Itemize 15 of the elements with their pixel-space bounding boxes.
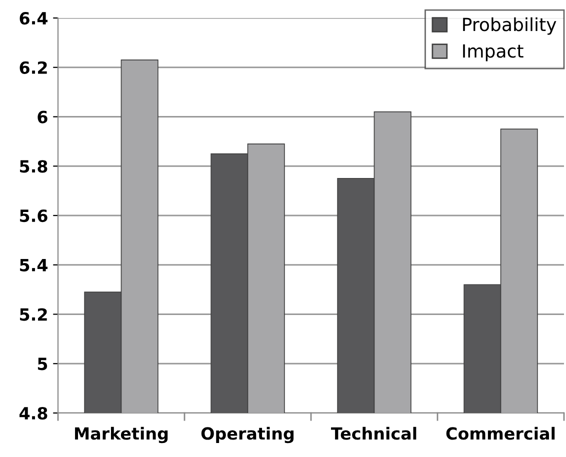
legend-label: Probability xyxy=(463,17,556,35)
legend-label: Impact xyxy=(463,44,524,62)
y-tick-label: 5.8 xyxy=(20,160,48,173)
y-tick-label: 5.4 xyxy=(20,259,48,272)
y-tick-label: 4.8 xyxy=(20,406,48,420)
x-tick-label: Commercial xyxy=(446,426,555,440)
y-tick-label: 6.4 xyxy=(20,12,48,25)
y-tick-label: 5.2 xyxy=(20,308,47,321)
x-tick-label: Marketing xyxy=(75,426,168,444)
y-tick-label: 6 xyxy=(38,110,48,124)
y-tick-label: 6.2 xyxy=(20,61,47,74)
x-tick-label: Technical xyxy=(331,426,416,440)
x-tick-label: Operating xyxy=(201,426,294,444)
y-tick-label: 5 xyxy=(38,358,48,370)
y-tick-label: 5.6 xyxy=(20,209,48,222)
